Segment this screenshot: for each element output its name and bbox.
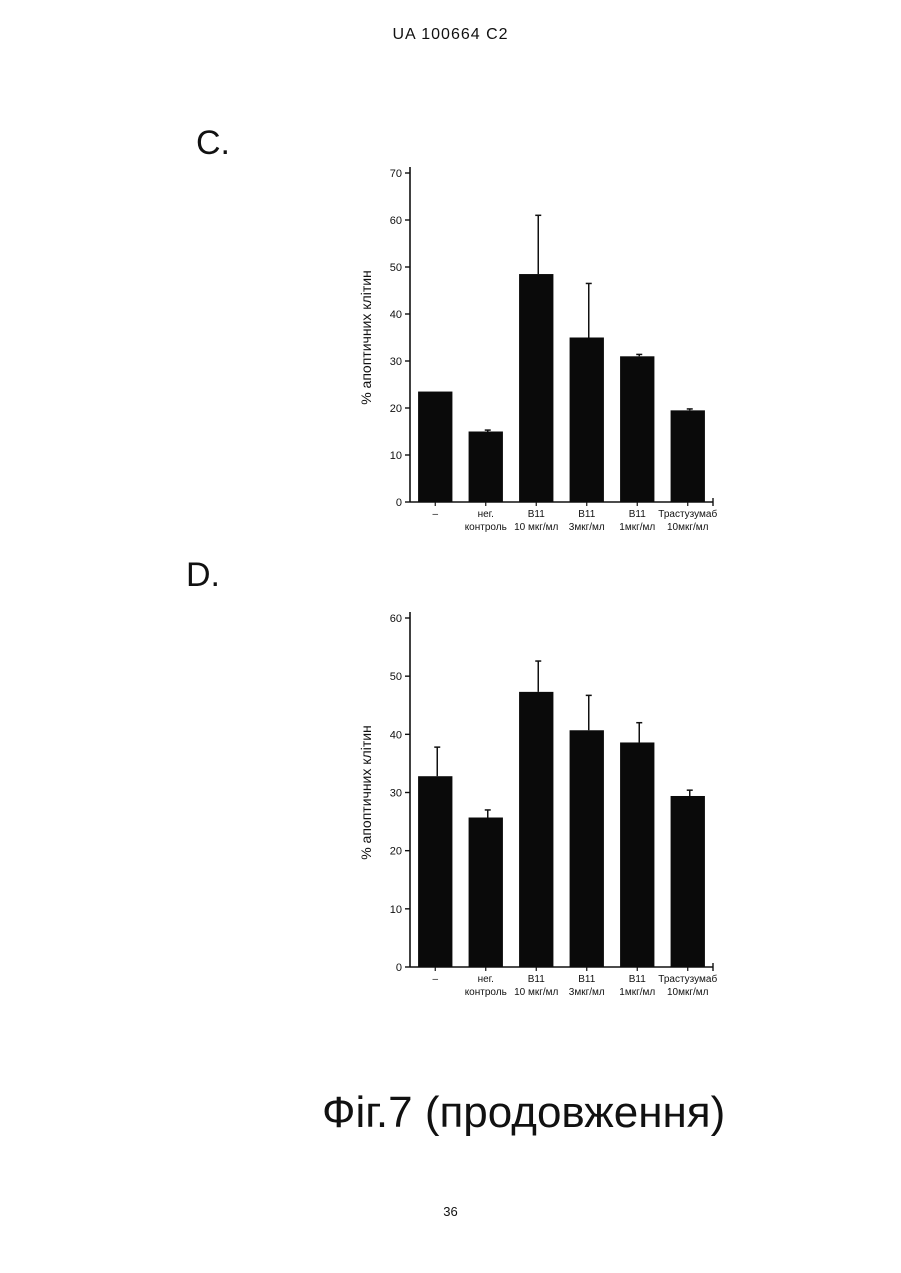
category-label: Трастузумаб [658,508,717,520]
panel-label-d: D. [186,556,220,595]
y-tick-label: 30 [390,788,402,800]
category-label: 3мкг/мл [569,522,605,533]
figure-caption: Фіг.7 (продовження) [322,1088,725,1138]
bar [519,274,553,502]
category-label: B11 [528,974,545,985]
category-label: 10 мкг/мл [514,522,558,533]
category-label: 1мкг/мл [619,987,655,998]
page-number: 36 [0,1204,901,1219]
category-label: контроль [465,522,507,533]
category-label: B11 [578,509,595,520]
y-tick-label: 60 [390,613,402,625]
y-tick-label: 30 [390,356,402,368]
category-label: B11 [629,974,646,985]
y-tick-label: 20 [390,846,402,858]
y-tick-label: 0 [396,497,402,509]
bar [620,356,654,502]
category-label: контроль [465,987,507,998]
document-header: UA 100664 C2 [0,26,901,44]
category-label: 1мкг/мл [619,522,655,533]
bar [519,692,553,967]
y-tick-label: 60 [390,215,402,227]
category-label: 3мкг/мл [569,987,605,998]
bar [671,796,705,967]
y-tick-label: 10 [390,450,402,462]
bar-chart-c: % апоптичних клітин 0 10 20 30 40 50 60 70 – нег. к… [355,155,735,550]
category-label: нег. [478,974,494,985]
category-label: B11 [578,974,595,985]
category-label: B11 [528,509,545,520]
bar [418,776,452,967]
bar [570,730,604,967]
y-tick-label: 40 [390,309,402,321]
bar [469,432,503,503]
panel-label-c: C. [196,124,230,163]
y-tick-label: 0 [396,962,402,974]
category-label: 10мкг/мл [667,522,709,533]
y-tick-label: 50 [390,671,402,683]
category-label: Трастузумаб [658,973,717,985]
y-axis-label: % апоптичних клітин [358,270,374,405]
bar [671,410,705,502]
bar [418,392,452,502]
y-tick-label: 40 [390,729,402,741]
category-label: B11 [629,509,646,520]
category-label: – [432,509,438,520]
bar [469,818,503,967]
bar [570,338,604,503]
y-tick-label: 20 [390,403,402,415]
category-label: 10мкг/мл [667,987,709,998]
category-label: нег. [478,509,494,520]
y-tick-label: 50 [390,262,402,274]
bar-chart-d: % апоптичних клітин 0 10 20 30 40 50 60 – нег. кон… [355,600,735,1015]
category-label: – [432,974,438,985]
y-tick-label: 10 [390,904,402,916]
y-axis-label: % апоптичних клітин [358,725,374,860]
bar [620,742,654,967]
y-tick-label: 70 [390,168,402,180]
category-label: 10 мкг/мл [514,987,558,998]
